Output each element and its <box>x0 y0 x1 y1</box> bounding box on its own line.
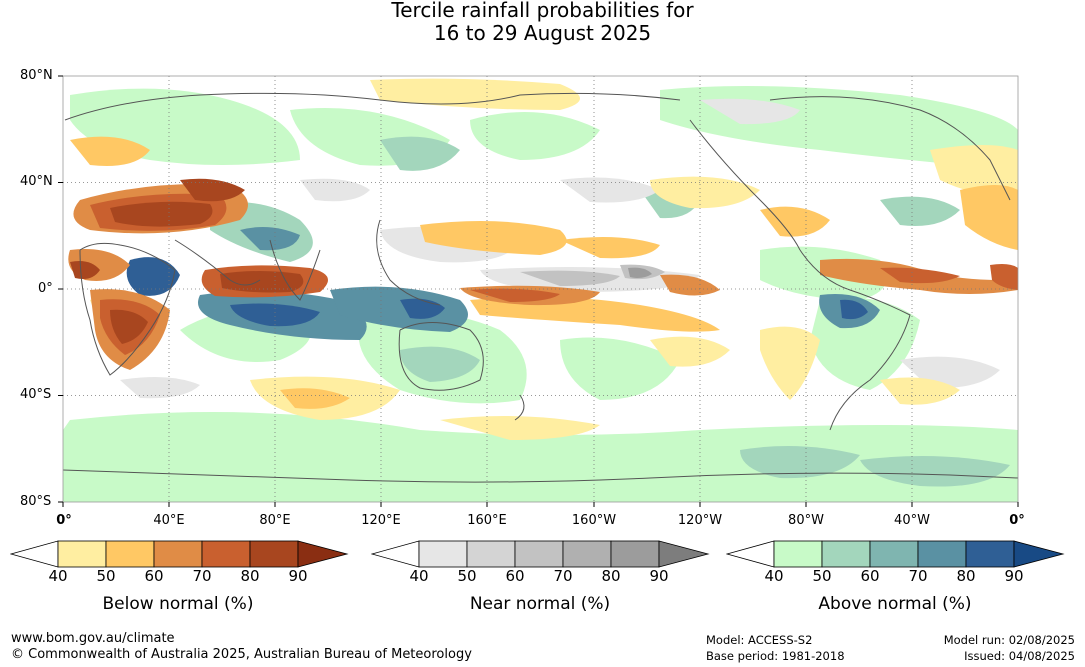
coastlines <box>63 92 1018 483</box>
colorbar-below-normal <box>10 540 349 568</box>
colorbar-above-extend-low <box>726 540 775 568</box>
probability-field <box>63 78 1018 502</box>
rainfall-map <box>58 75 1019 507</box>
colorbar-below-bin-50-60 <box>105 540 155 568</box>
colorbar-above-bin-80-90 <box>965 540 1015 568</box>
colorbar-near-bin-50-60 <box>466 540 516 568</box>
colorbar-near-bin-70-80 <box>562 540 612 568</box>
lat-label-40n: 40°N <box>20 174 53 189</box>
lon-label-40w: 40°W <box>894 513 930 528</box>
lat-label-40s: 40°S <box>20 387 52 402</box>
colorbar-near-bin-60-70 <box>514 540 564 568</box>
footer-model: Model: ACCESS-S2 <box>706 633 813 647</box>
footer-copyright: © Commonwealth of Australia 2025, Austra… <box>11 647 472 662</box>
below-60-areas <box>70 136 1018 409</box>
colorbar-tick: 50 <box>812 567 832 585</box>
footer-website-link[interactable]: www.bom.gov.au/climate <box>11 631 175 646</box>
colorbar-above-bin-50-60 <box>821 540 871 568</box>
colorbar-below-extend-high <box>297 540 349 568</box>
colorbar-tick: 80 <box>240 567 260 585</box>
colorbar-tick: 60 <box>505 567 525 585</box>
colorbar-tick: 50 <box>457 567 477 585</box>
above-70-areas <box>198 226 880 340</box>
colorbar-above-bin-60-70 <box>869 540 919 568</box>
colorbar-near-bin-40-50 <box>418 540 468 568</box>
colorbar-tick: 90 <box>649 567 669 585</box>
lon-label-40e: 40°E <box>153 513 185 528</box>
colorbar-tick: 60 <box>144 567 164 585</box>
colorbar-below-bin-70-80 <box>201 540 251 568</box>
map-title-line1: Tercile rainfall probabilities for <box>391 0 694 22</box>
colorbar-above-normal <box>726 540 1065 568</box>
colorbar-below-bin-40-50 <box>57 540 107 568</box>
colorbar-above-bin-40-50 <box>773 540 823 568</box>
colorbar-tick: 70 <box>192 567 212 585</box>
colorbar-tick: 70 <box>908 567 928 585</box>
colorbar-tick: 70 <box>553 567 573 585</box>
lat-label-80s: 80°S <box>20 494 52 509</box>
lat-label-80n: 80°N <box>20 68 53 83</box>
colorbar-near-extend-low <box>371 540 420 568</box>
lon-label-0-east: 0° <box>1009 513 1025 528</box>
colorbar-near-extend-high <box>658 540 710 568</box>
colorbar-tick: 40 <box>48 567 68 585</box>
colorbar-tick: 60 <box>860 567 880 585</box>
lon-label-80w: 80°W <box>788 513 824 528</box>
colorbar-above-extend-high <box>1013 540 1065 568</box>
colorbar-above-label: Above normal (%) <box>818 594 972 614</box>
lon-label-120w: 120°W <box>677 513 723 528</box>
colorbar-tick: 90 <box>1004 567 1024 585</box>
colorbar-tick: 90 <box>288 567 308 585</box>
map-title-line2: 16 to 29 August 2025 <box>433 21 652 45</box>
colorbar-above-bin-70-80 <box>917 540 967 568</box>
colorbar-near-bin-80-90 <box>610 540 660 568</box>
colorbar-tick: 40 <box>764 567 784 585</box>
axis-ticks <box>58 75 1019 507</box>
footer-base-period: Base period: 1981-2018 <box>706 649 845 663</box>
near-90-areas <box>628 267 652 278</box>
lat-label-0: 0° <box>38 281 53 296</box>
colorbar-tick: 80 <box>956 567 976 585</box>
colorbar-tick: 50 <box>96 567 116 585</box>
lon-label-80e: 80°E <box>259 513 291 528</box>
colorbar-near-normal <box>371 540 710 568</box>
colorbar-below-bin-80-90 <box>249 540 299 568</box>
below-90-areas <box>70 178 304 344</box>
lon-label-0: 0° <box>56 513 72 528</box>
footer-model-run: Model run: 02/08/2025 <box>943 633 1075 647</box>
colorbar-below-extend-low <box>10 540 59 568</box>
lon-label-120e: 120°E <box>361 513 401 528</box>
colorbar-tick: 40 <box>409 567 429 585</box>
colorbar-tick: 80 <box>601 567 621 585</box>
colorbar-below-bin-60-70 <box>153 540 203 568</box>
lon-label-160e: 160°E <box>467 513 507 528</box>
colorbar-below-label: Below normal (%) <box>102 594 254 614</box>
graticule <box>63 76 1018 502</box>
footer-issued: Issued: 04/08/2025 <box>964 649 1075 663</box>
lon-label-160w: 160°W <box>571 513 617 528</box>
colorbar-near-label: Near normal (%) <box>469 594 611 614</box>
